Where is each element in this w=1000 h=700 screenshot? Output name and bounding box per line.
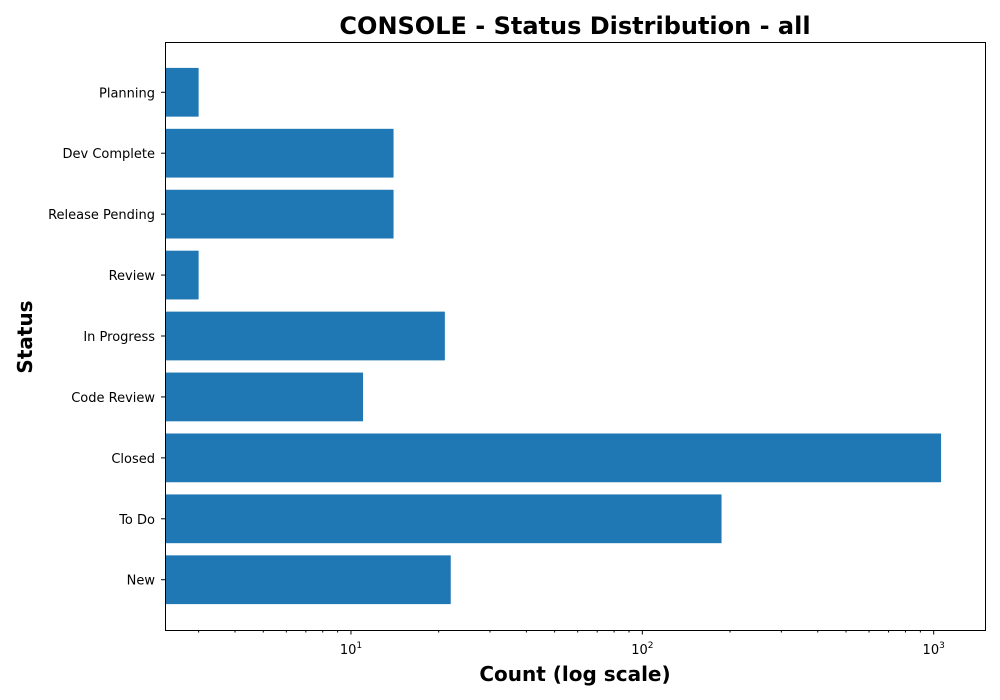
x-tick-label: 102 [631,641,653,658]
chart-title: CONSOLE - Status Distribution - all [339,12,810,40]
y-axis-label: Status [13,300,37,373]
y-tick-label-to-do: To Do [118,513,155,528]
bar-dev-complete [165,128,394,178]
bar-review [165,250,199,300]
bar-planning [165,67,199,117]
bars-group [165,67,942,605]
y-tick-label-in-progress: In Progress [83,330,155,345]
x-axis-ticks: 101 102 103 [198,630,945,658]
y-tick-label-code-review: Code Review [71,391,155,406]
y-tick-label-release-pending: Release Pending [48,208,155,223]
x-tick-label: 101 [340,641,362,658]
bar-new [165,555,451,605]
x-tick-label: 103 [923,641,945,658]
y-axis-ticks: New To Do Closed Code Review In Progress Revi… [48,86,165,589]
bar-to-do [165,494,722,544]
bar-in-progress [165,311,445,361]
y-tick-label-review: Review [109,269,156,284]
x-axis-label: Count (log scale) [479,662,670,686]
bar-closed [165,433,942,483]
bar-code-review [165,372,364,422]
bar-release-pending [165,189,394,239]
y-tick-label-dev-complete: Dev Complete [63,147,156,162]
plot-frame [165,42,986,631]
y-tick-label-new: New [127,574,156,589]
y-tick-label-closed: Closed [111,452,155,467]
y-tick-label-planning: Planning [99,86,155,101]
